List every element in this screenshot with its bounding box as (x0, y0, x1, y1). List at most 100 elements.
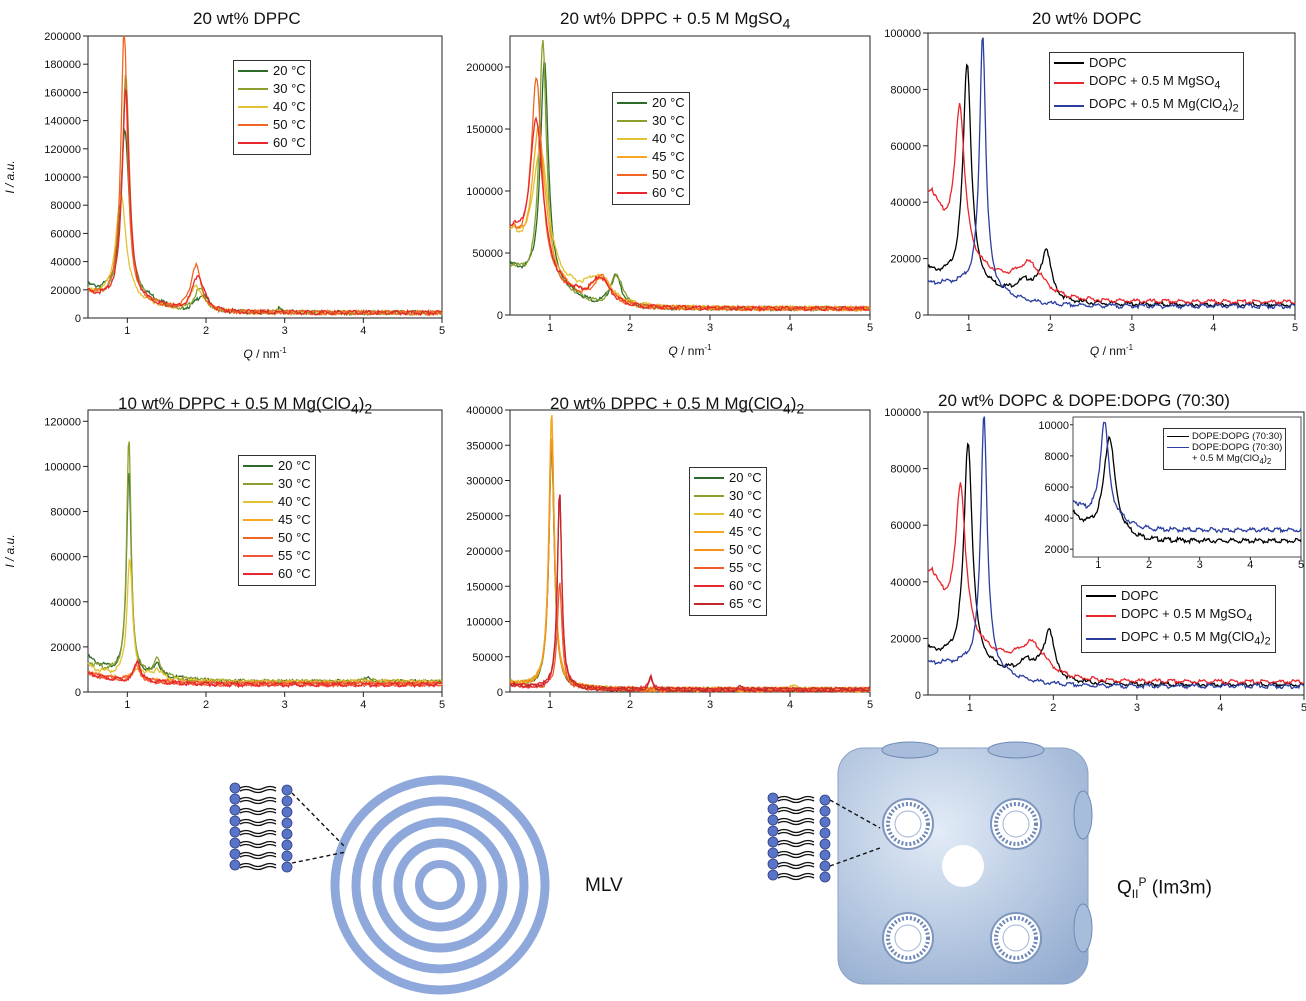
chart-title-1: 20 wt% DPPC (193, 9, 301, 28)
legend-swatch (1054, 62, 1084, 64)
lipid-tail (777, 795, 815, 801)
y-tick-label: 2000 (1045, 544, 1069, 556)
axes: 1 2 3 4 5 0 20000 40000 60000 80000 100000 120000 14… (44, 31, 445, 337)
lipid-head (281, 817, 293, 829)
y-tick-label: 60000 (50, 552, 81, 564)
y-tick-label: 100000 (884, 407, 921, 419)
lipid-head (767, 825, 779, 837)
lipid-tail (777, 861, 815, 867)
legend-entry: 40 °C (694, 505, 762, 523)
legend-label: DOPC + 0.5 M MgSO4 (1121, 606, 1253, 625)
lipid-tail (239, 810, 277, 816)
lipid-head (281, 861, 293, 873)
x-tick-label: 2 (627, 322, 633, 334)
mlv-rings (330, 775, 550, 995)
lipid-head (819, 871, 831, 883)
x-tick-label: 3 (707, 322, 713, 334)
legend-swatch (1054, 82, 1084, 85)
legend-entry: 50 °C (694, 541, 762, 559)
lipid-head (819, 805, 831, 817)
legend-swatch (238, 142, 268, 144)
x-tick-label: 1 (547, 322, 553, 334)
legend-swatch (243, 573, 273, 575)
y-tick-label: 40000 (890, 197, 921, 209)
series-line (927, 37, 1296, 310)
legend-swatch (1054, 104, 1084, 107)
series-line (88, 87, 443, 317)
x-tick-label: 3 (707, 699, 713, 711)
legend-label: 20 °C (273, 63, 306, 78)
mlv-drawing (229, 775, 550, 995)
legend-label: 55 °C (729, 560, 762, 575)
y-tick-label: 100000 (466, 186, 503, 198)
chart-panel-2: 1 2 3 4 5 0 50000 100000 150000 200000 Q / nm-1 20… (450, 0, 880, 370)
axes: 1 2 3 4 5 0 20000 40000 60000 80000 100000 120000 (44, 409, 445, 711)
pore-core (1002, 810, 1030, 838)
legend-label: DOPE:DOPG (70:30) (1192, 442, 1283, 453)
y-tick-label: 50000 (472, 248, 503, 260)
y-tick-label: 0 (75, 687, 81, 699)
lipid-head (229, 859, 241, 871)
legend-swatch (617, 120, 647, 122)
inset-legend: DOPE:DOPG (70:30) DOPE:DOPG (70:30) + 0.5 … (1163, 428, 1287, 470)
legend-label: 60 °C (652, 185, 685, 200)
x-tick-label: 3 (1134, 702, 1140, 714)
series-line (87, 557, 443, 686)
lipid-head (229, 837, 241, 849)
plot-frame (927, 411, 1305, 696)
series-line (87, 660, 443, 689)
legend-label: 50 °C (729, 542, 762, 557)
legend-swatch (1086, 615, 1116, 618)
legend-4: 20 °C 30 °C 40 °C 45 °C 50 °C 55 °C 60 °C (238, 455, 316, 586)
y-tick-label: 60000 (50, 228, 81, 240)
x-tick-label: 5 (867, 322, 873, 334)
legend-entry: 40 °C (243, 493, 311, 511)
x-tick-label: 3 (1197, 559, 1203, 571)
legend-label: 45 °C (278, 512, 311, 527)
chart-svg-4: 1 2 3 4 5 0 20000 40000 60000 80000 100000 120000 I … (3, 409, 445, 735)
plot-frame (87, 409, 443, 693)
mlv-ring (330, 775, 550, 995)
lipid-tail (777, 850, 815, 856)
y-tick-label: 120000 (44, 416, 81, 428)
x-tick-label: 2 (203, 699, 209, 711)
lipid-tail (777, 853, 815, 859)
chart-svg-1: 1 2 3 4 5 0 20000 40000 60000 80000 100000 120000 14… (3, 31, 445, 361)
legend-entry: DOPC (1086, 587, 1271, 605)
legend-label: 30 °C (729, 488, 762, 503)
x-tick-label: 5 (867, 699, 873, 711)
legend-label: 50 °C (278, 530, 311, 545)
x-tick-label: 5 (439, 699, 445, 711)
y-tick-label: 80000 (50, 507, 81, 519)
legend-label: 30 °C (652, 113, 685, 128)
lipid-tail (239, 829, 277, 835)
lipid-bilayer-icon (767, 792, 831, 883)
legend-label: 20 °C (278, 458, 311, 473)
y-tick-label: 8000 (1045, 451, 1069, 463)
y-tick-label: 200000 (44, 31, 81, 43)
y-tick-label: 80000 (50, 200, 81, 212)
chart-svg-2: 1 2 3 4 5 0 50000 100000 150000 200000 Q / nm-1 (466, 35, 873, 358)
legend-swatch (238, 124, 268, 126)
lipid-head (281, 828, 293, 840)
legend-swatch (617, 156, 647, 158)
y-tick-label: 20000 (890, 633, 921, 645)
lipid-tail (239, 821, 277, 827)
lipid-head (767, 858, 779, 870)
legend-entry: DOPC (1054, 54, 1239, 72)
lipid-tail (239, 818, 277, 824)
plot-frame (927, 32, 1296, 316)
legend-label: 50 °C (273, 117, 306, 132)
lipid-head (819, 794, 831, 806)
lipid-tail (777, 817, 815, 823)
lipid-head (281, 784, 293, 796)
x-axis-label: Q / nm-1 (668, 343, 712, 358)
legend-entry: 60 °C (617, 184, 685, 202)
legend-label: 30 °C (278, 476, 311, 491)
lipid-head (819, 860, 831, 872)
series-line (1072, 435, 1302, 545)
y-tick-label: 100000 (44, 172, 81, 184)
x-tick-label: 3 (282, 699, 288, 711)
y-tick-label: 40000 (50, 257, 81, 269)
y-tick-label: 40000 (890, 577, 921, 589)
